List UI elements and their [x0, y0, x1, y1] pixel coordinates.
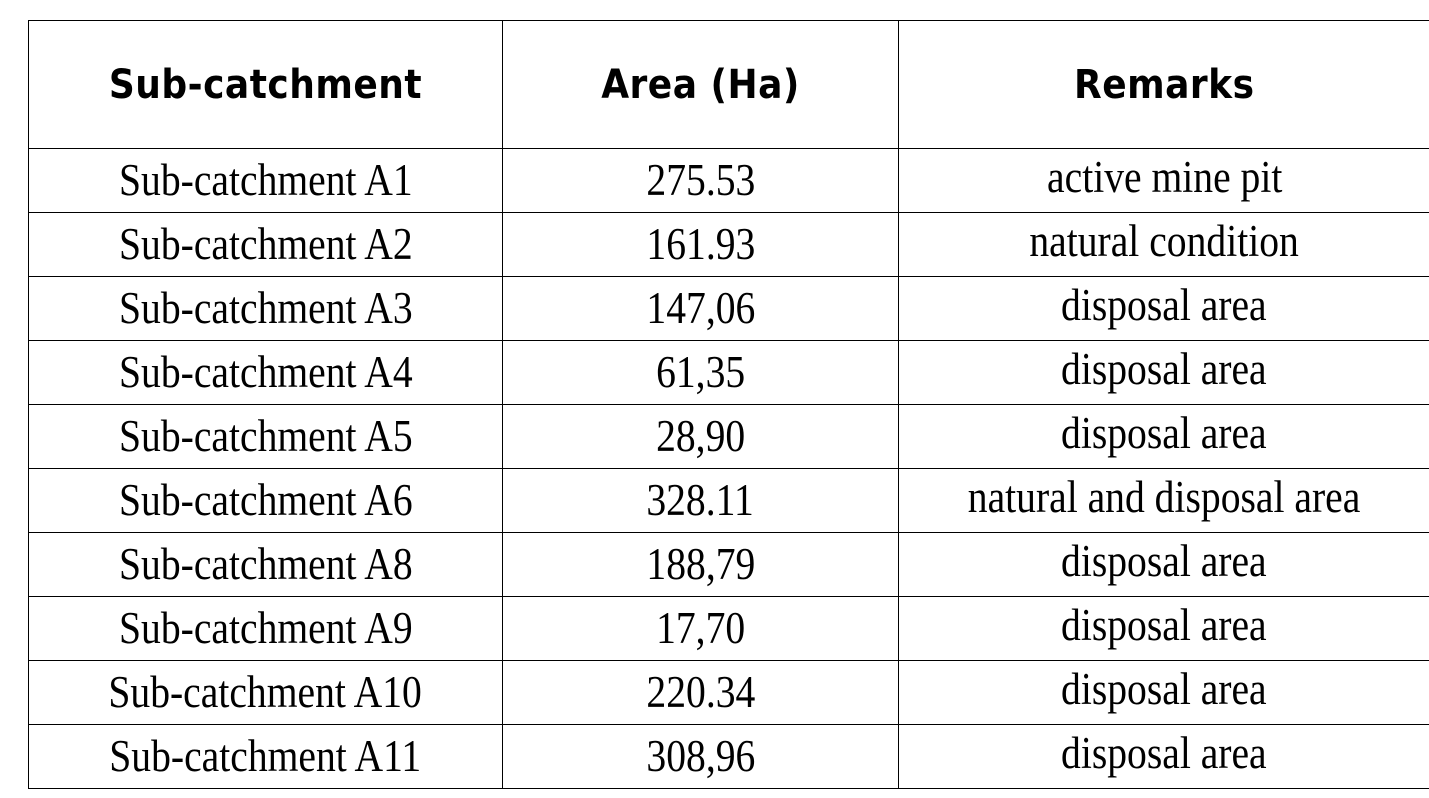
sub-catchment-cell: Sub-catchment A3: [28, 276, 503, 341]
area-cell-text: 161.93: [646, 219, 755, 269]
table-row: Sub-catchment A1 275.53 active mine pit: [28, 148, 1429, 213]
header-area: Area (Ha): [502, 20, 899, 149]
sub-catchment-cell-text: Sub-catchment A5: [118, 411, 413, 461]
table-row: Sub-catchment A8 188,79 disposal area: [28, 532, 1429, 597]
remarks-cell-text: disposal area: [1061, 600, 1268, 650]
area-cell-text: 220.34: [646, 667, 755, 717]
area-cell: 220.34: [502, 660, 899, 725]
sub-catchment-cell-text: Sub-catchment A2: [118, 219, 413, 269]
sub-catchment-cell: Sub-catchment A2: [28, 212, 503, 277]
area-cell: 161.93: [502, 212, 899, 277]
remarks-cell-text: natural and disposal area: [967, 472, 1361, 522]
remarks-cell-text: disposal area: [1061, 280, 1268, 330]
area-cell: 328.11: [502, 468, 899, 533]
remarks-cell: disposal area: [898, 340, 1429, 405]
remarks-cell-text: disposal area: [1061, 536, 1268, 586]
remarks-cell: natural condition: [898, 212, 1429, 277]
header-sub-catchment-label: Sub-catchment: [108, 61, 423, 108]
area-cell: 308,96: [502, 724, 899, 789]
sub-catchment-cell-text: Sub-catchment A9: [118, 603, 413, 653]
area-cell: 28,90: [502, 404, 899, 469]
area-cell-text: 308,96: [646, 731, 755, 781]
catchment-table: Sub-catchment Area (Ha) Remarks Sub-catc…: [28, 20, 1429, 789]
header-remarks-label: Remarks: [1073, 61, 1255, 108]
remarks-cell: disposal area: [898, 660, 1429, 725]
area-cell-text: 188,79: [646, 539, 755, 589]
table-row: Sub-catchment A4 61,35 disposal area: [28, 340, 1429, 405]
table-row: Sub-catchment A6 328.11 natural and dispos…: [28, 468, 1429, 533]
table-row: Sub-catchment A9 17,70 disposal area: [28, 596, 1429, 661]
remarks-cell: disposal area: [898, 724, 1429, 789]
remarks-cell: active mine pit: [898, 148, 1429, 213]
area-cell-text: 28,90: [655, 411, 746, 461]
remarks-cell-text: natural condition: [1029, 216, 1299, 266]
remarks-cell-text: disposal area: [1061, 408, 1268, 458]
header-area-label: Area (Ha): [601, 61, 800, 108]
sub-catchment-cell: Sub-catchment A9: [28, 596, 503, 661]
area-cell: 147,06: [502, 276, 899, 341]
area-cell-text: 275.53: [646, 155, 755, 205]
table-body: Sub-catchment A1 275.53 active mine pit Sub…: [28, 148, 1429, 789]
table-row: Sub-catchment A2 161.93 natural condition: [28, 212, 1429, 277]
remarks-cell-text: active mine pit: [1046, 152, 1282, 202]
area-cell-text: 61,35: [655, 347, 746, 397]
remarks-cell-text: disposal area: [1061, 728, 1268, 778]
sub-catchment-cell: Sub-catchment A1: [28, 148, 503, 213]
remarks-cell: disposal area: [898, 276, 1429, 341]
remarks-cell: disposal area: [898, 404, 1429, 469]
area-cell-text: 328.11: [646, 475, 755, 525]
area-cell-text: 17,70: [655, 603, 746, 653]
sub-catchment-cell: Sub-catchment A4: [28, 340, 503, 405]
catchment-table-container: Sub-catchment Area (Ha) Remarks Sub-catc…: [28, 20, 1429, 789]
header-row: Sub-catchment Area (Ha) Remarks: [28, 20, 1429, 149]
sub-catchment-cell: Sub-catchment A11: [28, 724, 503, 789]
table-header: Sub-catchment Area (Ha) Remarks: [28, 20, 1429, 149]
table-row: Sub-catchment A5 28,90 disposal area: [28, 404, 1429, 469]
sub-catchment-cell-text: Sub-catchment A10: [108, 667, 423, 717]
sub-catchment-cell-text: Sub-catchment A3: [118, 283, 413, 333]
area-cell: 275.53: [502, 148, 899, 213]
sub-catchment-cell-text: Sub-catchment A6: [118, 475, 413, 525]
sub-catchment-cell: Sub-catchment A5: [28, 404, 503, 469]
area-cell: 188,79: [502, 532, 899, 597]
sub-catchment-cell-text: Sub-catchment A4: [118, 347, 413, 397]
table-row: Sub-catchment A10 220.34 disposal area: [28, 660, 1429, 725]
remarks-cell: disposal area: [898, 596, 1429, 661]
header-sub-catchment: Sub-catchment: [28, 20, 503, 149]
table-row: Sub-catchment A3 147,06 disposal area: [28, 276, 1429, 341]
sub-catchment-cell: Sub-catchment A10: [28, 660, 503, 725]
sub-catchment-cell-text: Sub-catchment A8: [118, 539, 413, 589]
table-row: Sub-catchment A11 308,96 disposal area: [28, 724, 1429, 789]
sub-catchment-cell-text: Sub-catchment A11: [109, 731, 422, 781]
sub-catchment-cell-text: Sub-catchment A1: [118, 155, 413, 205]
remarks-cell: natural and disposal area: [898, 468, 1429, 533]
area-cell: 17,70: [502, 596, 899, 661]
sub-catchment-cell: Sub-catchment A8: [28, 532, 503, 597]
sub-catchment-cell: Sub-catchment A6: [28, 468, 503, 533]
remarks-cell-text: disposal area: [1061, 664, 1268, 714]
remarks-cell: disposal area: [898, 532, 1429, 597]
area-cell-text: 147,06: [646, 283, 755, 333]
area-cell: 61,35: [502, 340, 899, 405]
header-remarks: Remarks: [898, 20, 1429, 149]
remarks-cell-text: disposal area: [1061, 344, 1268, 394]
